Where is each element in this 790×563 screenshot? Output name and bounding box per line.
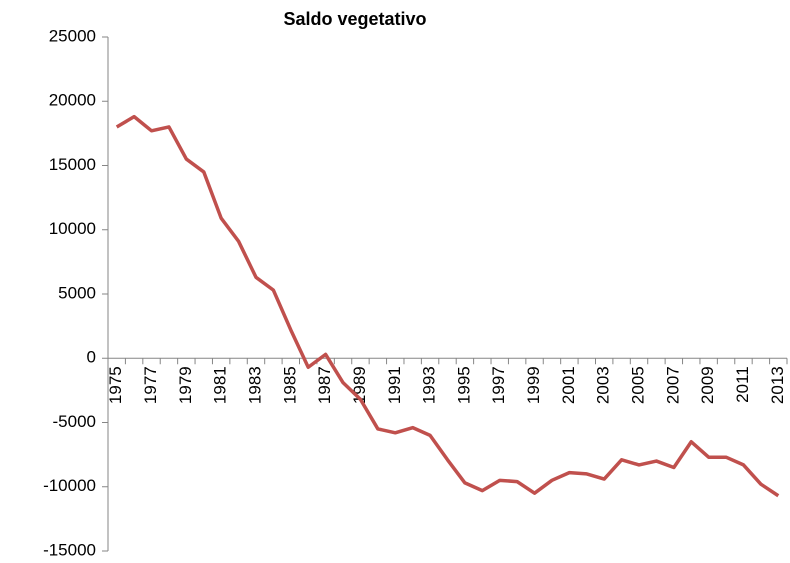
x-tick-label: 1977 <box>141 366 160 404</box>
x-tick-label: 1975 <box>106 366 125 404</box>
y-tick-label: 25000 <box>49 26 96 45</box>
x-tick-label: 1999 <box>524 366 543 404</box>
y-tick-label: 0 <box>87 348 96 367</box>
data-line <box>115 114 780 498</box>
y-tick-label: 20000 <box>49 91 96 110</box>
x-tick-label: 2007 <box>663 366 682 404</box>
y-tick-label: 5000 <box>58 283 96 302</box>
y-tick-label: -10000 <box>43 476 96 495</box>
x-tick-label: 1985 <box>280 366 299 404</box>
x-tick-label: 2001 <box>559 366 578 404</box>
x-tick-label: 2003 <box>594 366 613 404</box>
x-tick-label: 1981 <box>211 366 230 404</box>
y-tick-label: -15000 <box>43 540 96 559</box>
x-tick-label: 2005 <box>628 366 647 404</box>
x-tick-label: 1987 <box>315 366 334 404</box>
x-tick-label: 1979 <box>176 366 195 404</box>
y-tick-label: 15000 <box>49 155 96 174</box>
x-tick-label: 2009 <box>698 366 717 404</box>
x-tick-label: 2011 <box>733 366 752 403</box>
y-tick-label: -5000 <box>53 412 96 431</box>
x-tick-label: 1991 <box>385 366 404 404</box>
x-tick-label: 1995 <box>454 366 473 404</box>
x-tick-label: 1997 <box>489 366 508 404</box>
x-tick-label: 1983 <box>245 366 264 404</box>
y-tick-label: 10000 <box>49 219 96 238</box>
chart-title: Saldo vegetativo <box>283 9 426 29</box>
x-tick-label: 1993 <box>420 366 439 404</box>
x-tick-label: 2013 <box>768 366 787 404</box>
